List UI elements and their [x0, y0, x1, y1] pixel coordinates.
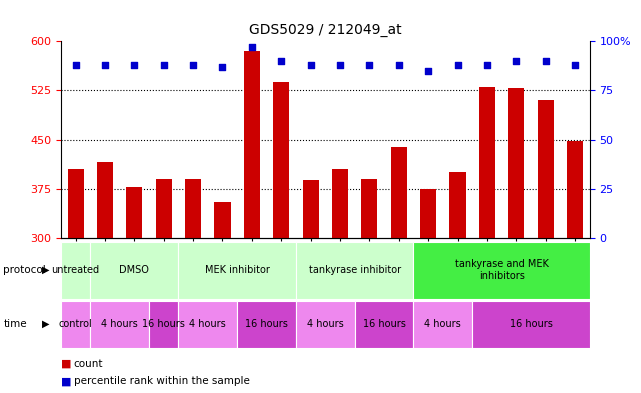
Point	[335, 62, 345, 68]
Bar	[214, 202, 231, 238]
Point	[276, 58, 287, 64]
Bar	[390, 147, 407, 238]
Text: DMSO: DMSO	[119, 265, 149, 275]
Bar	[413, 301, 472, 348]
Text: 4 hours: 4 hours	[101, 319, 138, 329]
Bar	[178, 301, 237, 348]
Text: 4 hours: 4 hours	[424, 319, 461, 329]
Point	[158, 62, 169, 68]
Text: 16 hours: 16 hours	[245, 319, 288, 329]
Text: 16 hours: 16 hours	[363, 319, 406, 329]
Bar	[449, 172, 465, 238]
Point	[217, 64, 228, 70]
Text: count: count	[74, 358, 103, 369]
Point	[188, 62, 198, 68]
Bar	[178, 242, 296, 299]
Bar	[296, 242, 413, 299]
Point	[570, 62, 580, 68]
Bar	[97, 162, 113, 238]
Text: ■: ■	[61, 358, 71, 369]
Text: protocol: protocol	[3, 265, 46, 275]
Text: 4 hours: 4 hours	[307, 319, 344, 329]
Text: control: control	[59, 319, 92, 329]
Text: ▶: ▶	[42, 319, 50, 329]
Point	[511, 58, 521, 64]
Bar	[237, 301, 296, 348]
Bar	[273, 82, 289, 238]
Bar	[508, 88, 524, 238]
Text: 4 hours: 4 hours	[190, 319, 226, 329]
Bar	[244, 51, 260, 238]
Text: ■: ■	[61, 376, 71, 386]
Text: ▶: ▶	[42, 265, 50, 275]
Text: tankyrase and MEK
inhibitors: tankyrase and MEK inhibitors	[454, 259, 549, 281]
Text: MEK inhibitor: MEK inhibitor	[204, 265, 270, 275]
Bar	[90, 242, 178, 299]
Text: percentile rank within the sample: percentile rank within the sample	[74, 376, 249, 386]
Bar	[61, 301, 90, 348]
Bar	[185, 179, 201, 238]
Point	[540, 58, 551, 64]
Text: time: time	[3, 319, 27, 329]
Bar	[567, 141, 583, 238]
Bar	[126, 187, 142, 238]
Point	[129, 62, 140, 68]
Bar	[538, 100, 554, 238]
Bar	[149, 301, 178, 348]
Bar	[420, 189, 437, 238]
Point	[247, 44, 257, 50]
Text: 16 hours: 16 hours	[142, 319, 185, 329]
Bar	[67, 169, 84, 238]
Text: GDS5029 / 212049_at: GDS5029 / 212049_at	[249, 23, 402, 37]
Point	[482, 62, 492, 68]
Point	[423, 68, 433, 74]
Bar	[332, 169, 348, 238]
Bar	[413, 242, 590, 299]
Bar	[296, 301, 354, 348]
Bar	[156, 179, 172, 238]
Point	[100, 62, 110, 68]
Bar	[303, 180, 319, 238]
Point	[364, 62, 374, 68]
Point	[306, 62, 316, 68]
Point	[394, 62, 404, 68]
Text: tankyrase inhibitor: tankyrase inhibitor	[308, 265, 401, 275]
Bar	[362, 179, 378, 238]
Text: untreated: untreated	[51, 265, 99, 275]
Bar	[479, 87, 495, 238]
Text: 16 hours: 16 hours	[510, 319, 553, 329]
Bar	[354, 301, 413, 348]
Point	[453, 62, 463, 68]
Bar	[61, 242, 90, 299]
Bar	[90, 301, 149, 348]
Bar	[472, 301, 590, 348]
Point	[71, 62, 81, 68]
